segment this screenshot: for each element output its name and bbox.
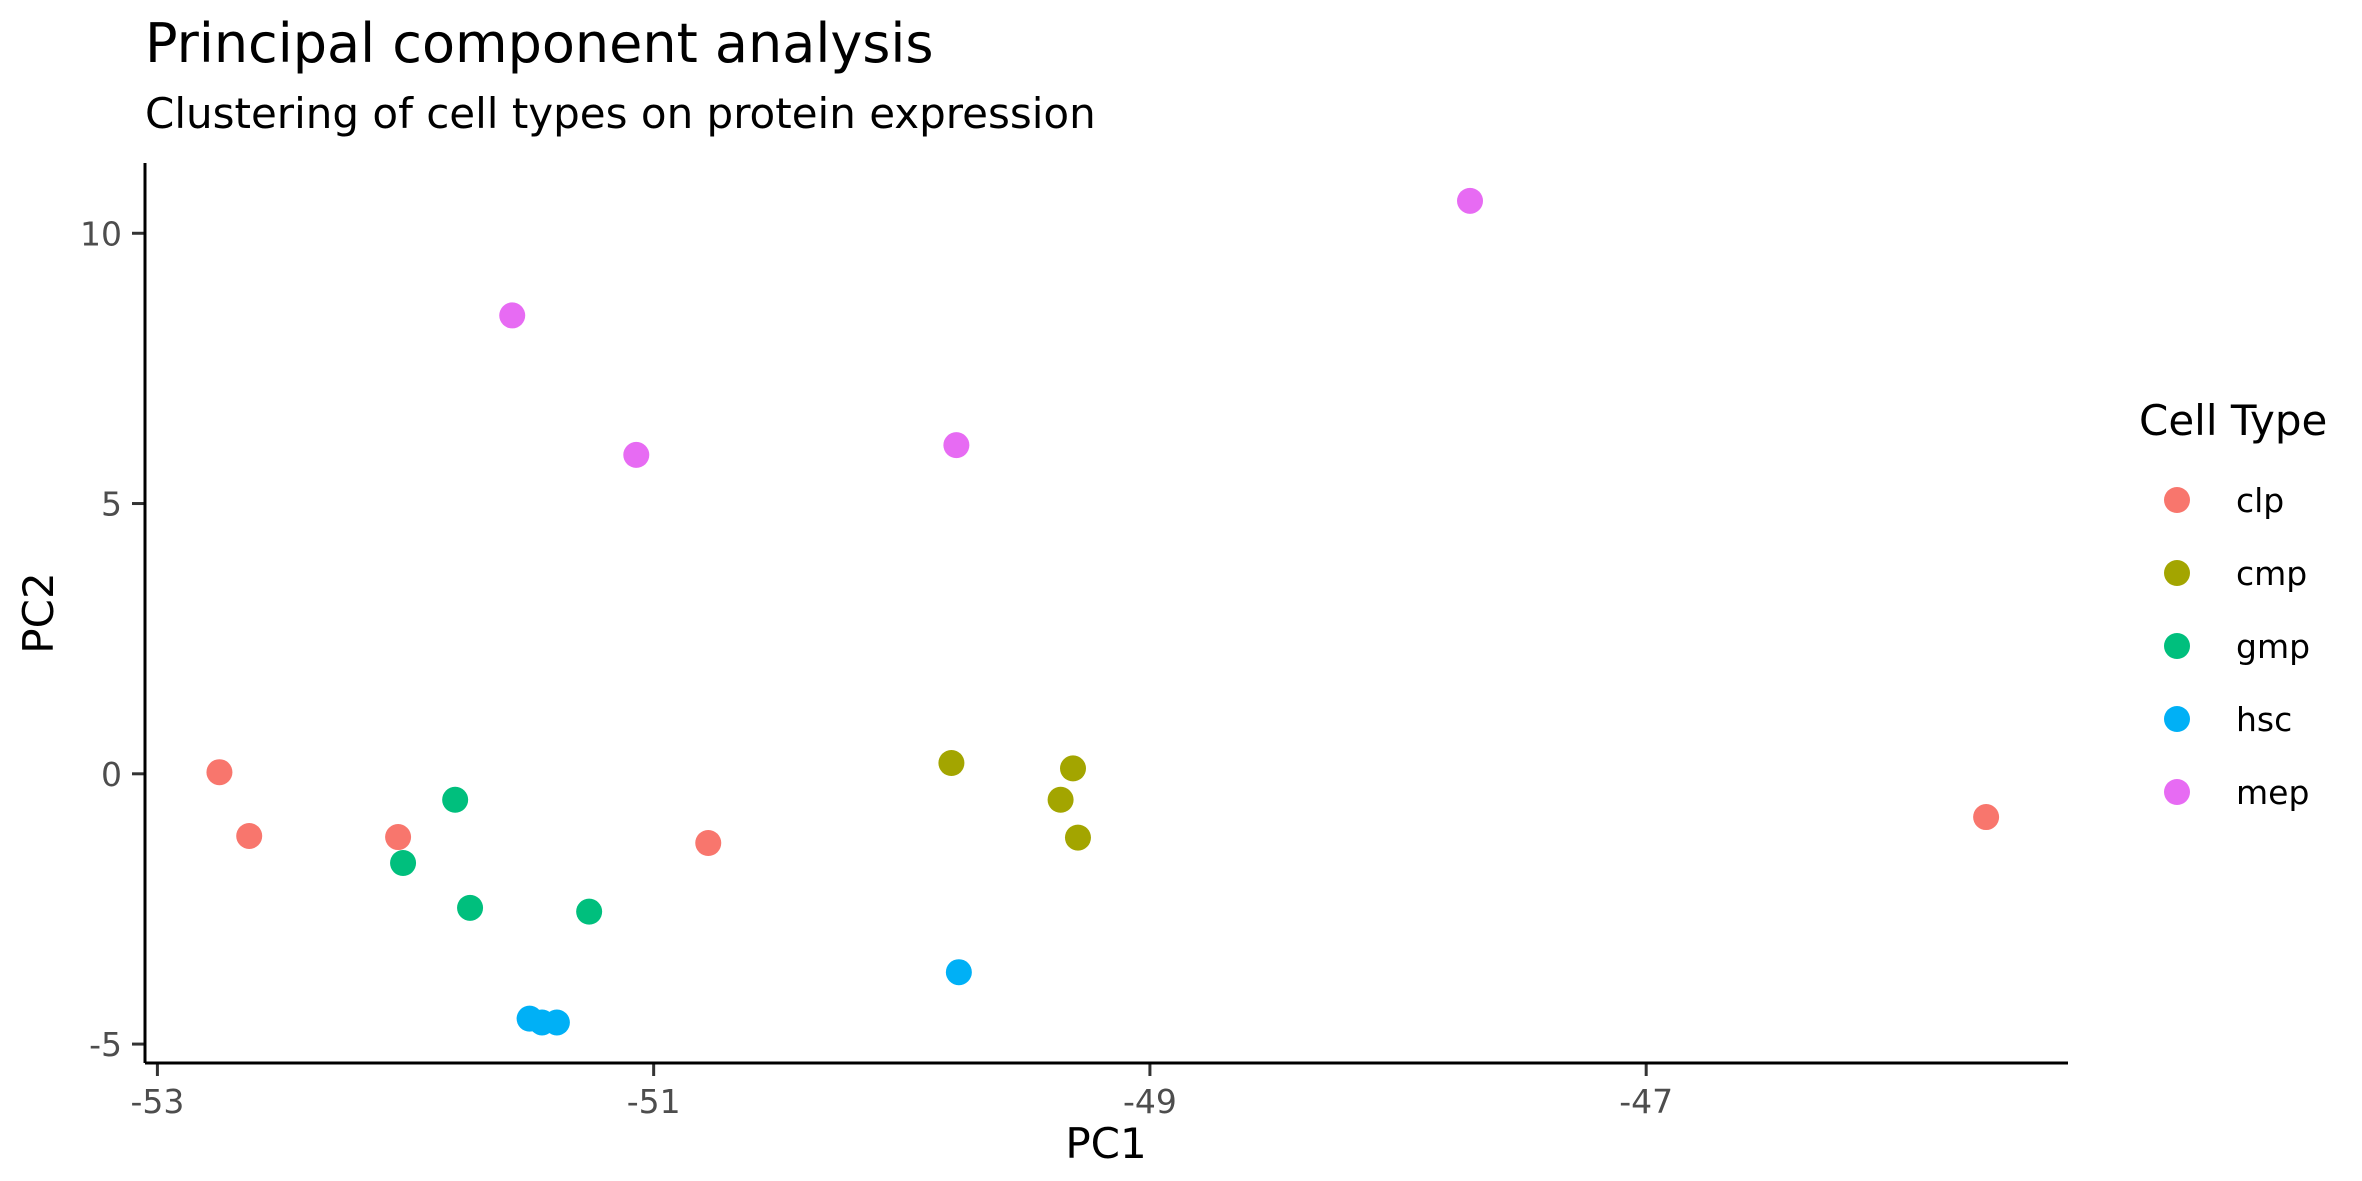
legend-item-hsc: hsc	[2164, 700, 2292, 739]
data-point-hsc	[543, 1009, 570, 1036]
x-axis-ticks: -53 -51 -49 -47	[130, 1063, 1673, 1121]
data-point-cmp	[1064, 824, 1091, 851]
data-point-clp	[1973, 804, 2000, 831]
legend-key-mep	[2164, 779, 2190, 805]
chart-subtitle: Clustering of cell types on protein expr…	[145, 89, 1096, 138]
x-tick-label: -49	[1123, 1082, 1177, 1121]
x-tick-label: -51	[627, 1082, 681, 1121]
y-axis-title: PC2	[14, 572, 63, 653]
data-point-cmp	[1060, 755, 1087, 782]
legend-key-gmp	[2164, 633, 2190, 659]
y-axis-ticks: -5 0 5 10	[80, 214, 145, 1064]
data-point-mep	[623, 441, 650, 468]
legend-item-mep: mep	[2164, 773, 2309, 812]
legend-key-hsc	[2164, 706, 2190, 732]
legend-label-cmp: cmp	[2236, 554, 2307, 593]
data-point-mep	[943, 432, 970, 459]
legend-item-gmp: gmp	[2164, 627, 2310, 666]
legend-label-clp: clp	[2236, 481, 2284, 520]
data-point-clp	[236, 822, 263, 849]
x-axis-title: PC1	[1065, 1119, 1146, 1168]
data-point-clp	[695, 830, 722, 856]
data-point-clp	[206, 759, 233, 786]
data-point-gmp	[390, 850, 417, 876]
legend-items: clp cmp gmp hsc mep	[2164, 481, 2310, 812]
data-point-gmp	[576, 898, 603, 925]
legend-label-hsc: hsc	[2236, 700, 2292, 739]
y-tick-label: -5	[89, 1025, 122, 1064]
legend-label-gmp: gmp	[2236, 627, 2310, 666]
data-point-gmp	[457, 894, 484, 921]
legend-item-cmp: cmp	[2164, 554, 2307, 593]
data-point-hsc	[945, 959, 972, 986]
legend-title: Cell Type	[2139, 396, 2327, 445]
data-point-cmp	[1047, 786, 1074, 813]
data-point-mep	[499, 302, 526, 329]
legend-key-cmp	[2164, 560, 2190, 586]
legend-item-clp: clp	[2164, 481, 2284, 520]
y-tick-label: 5	[101, 485, 122, 524]
legend-key-clp	[2164, 487, 2190, 513]
x-tick-label: -53	[130, 1082, 184, 1121]
data-points	[206, 187, 2000, 1036]
data-point-gmp	[442, 786, 469, 813]
legend-label-mep: mep	[2236, 773, 2309, 812]
y-tick-label: 0	[101, 755, 122, 794]
data-point-clp	[385, 824, 412, 851]
chart-title: Principal component analysis	[145, 12, 934, 75]
legend: Cell Type clp cmp gmp hsc mep	[2139, 396, 2327, 812]
y-tick-label: 10	[80, 214, 122, 253]
data-point-cmp	[938, 750, 965, 776]
x-tick-label: -47	[1619, 1082, 1673, 1121]
data-point-mep	[1457, 187, 1484, 214]
